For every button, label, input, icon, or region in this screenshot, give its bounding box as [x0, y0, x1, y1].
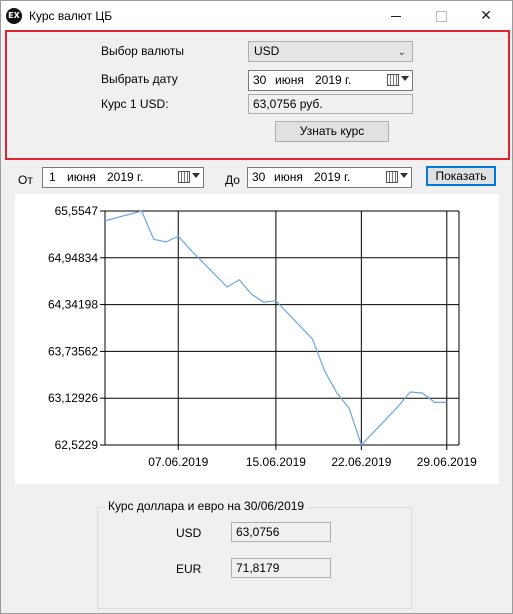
x-tick-label: 07.06.2019 [148, 455, 208, 469]
from-label: От [18, 173, 33, 187]
currency-select[interactable]: USD ⌄ [248, 41, 413, 62]
to-date-month: июня [274, 168, 303, 187]
query-date-year: 2019 г. [315, 71, 351, 90]
title-bar: EX Курс валют ЦБ ✕ [1, 1, 512, 31]
to-label: До [225, 173, 240, 187]
from-date-year: 2019 г. [107, 168, 143, 187]
chevron-down-icon: ⌄ [398, 43, 406, 62]
x-tick-label: 29.06.2019 [417, 455, 477, 469]
y-tick-label: 65,5547 [55, 204, 99, 218]
maximize-button[interactable] [426, 5, 456, 27]
summary-group-title: Курс доллара и евро на 30/06/2019 [105, 499, 307, 513]
currency-label: Выбор валюты [101, 44, 184, 58]
y-tick-label: 64,34198 [48, 298, 98, 312]
date-label: Выбрать дату [101, 72, 178, 86]
query-date-day: 30 [253, 71, 266, 90]
y-tick-label: 63,12926 [48, 391, 98, 405]
to-date-year: 2019 г. [314, 168, 350, 187]
x-tick-label: 22.06.2019 [331, 455, 391, 469]
usd-label: USD [176, 526, 201, 540]
from-date-month: июня [67, 168, 96, 187]
usd-value-field: 63,0756 [231, 522, 331, 542]
y-tick-label: 64,94834 [48, 251, 98, 265]
rate-value-field: 63,0756 руб. [248, 94, 413, 114]
window-title: Курс валют ЦБ [29, 9, 112, 23]
calendar-icon[interactable] [386, 171, 398, 183]
dropdown-arrow-icon[interactable] [192, 173, 200, 178]
calendar-icon[interactable] [387, 74, 399, 86]
dropdown-arrow-icon[interactable] [401, 76, 409, 81]
query-date-month: июня [275, 71, 304, 90]
from-date-picker[interactable]: 1 июня 2019 г. [42, 167, 204, 188]
show-button[interactable]: Показать [426, 166, 496, 186]
eur-value-field: 71,8179 [231, 558, 331, 578]
minimize-button[interactable] [381, 5, 411, 27]
currency-select-value: USD [254, 44, 279, 58]
y-tick-label: 62,5229 [55, 438, 99, 452]
eur-label: EUR [176, 562, 201, 576]
y-tick-label: 63,73562 [48, 344, 98, 358]
get-rate-button[interactable]: Узнать курс [275, 121, 389, 142]
rate-chart: 65,5547 64,94834 64,34198 63,73562 63,12926 6… [15, 194, 499, 484]
calendar-icon[interactable] [178, 171, 190, 183]
x-tick-label: 15.06.2019 [246, 455, 306, 469]
from-date-day: 1 [49, 168, 56, 187]
close-button[interactable]: ✕ [471, 5, 501, 27]
to-date-picker[interactable]: 30 июня 2019 г. [247, 167, 412, 188]
app-ex-icon: EX [6, 8, 22, 24]
query-date-picker[interactable]: 30 июня 2019 г. [248, 70, 413, 91]
rate-chart-svg: 65,5547 64,94834 64,34198 63,73562 63,12926 6… [15, 194, 499, 484]
dropdown-arrow-icon[interactable] [400, 173, 408, 178]
to-date-day: 30 [252, 168, 265, 187]
rate-label: Курс 1 USD: [101, 97, 169, 111]
